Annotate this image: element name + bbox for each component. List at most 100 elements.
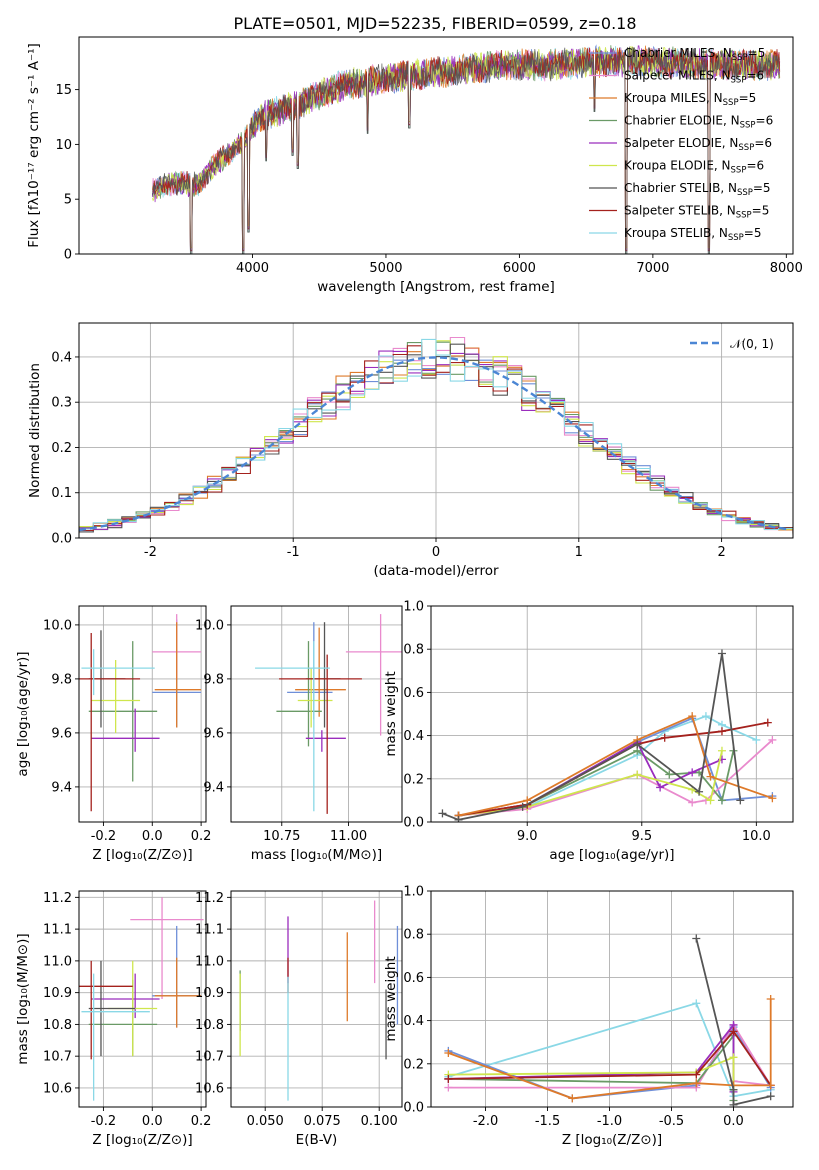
y-tick-label: 15 (55, 83, 72, 98)
axes-frame (230, 605, 403, 823)
y-tick-label: 10.9 (195, 986, 224, 1001)
weight-marker-chabrier-stelib (717, 649, 726, 658)
axes-frame (78, 36, 794, 255)
weight-marker-salpeter-stelib (763, 718, 772, 727)
y-tick-label: 10.6 (195, 1081, 224, 1096)
y-tick-label: 10.7 (195, 1050, 224, 1065)
y-tick-label: 0.8 (403, 643, 424, 658)
y-tick-label: 0.0 (403, 816, 424, 831)
y-tick-label: 0.0 (403, 1101, 424, 1116)
legend-entry-salpeter-miles: Salpeter MILES, NSSP=6 (624, 69, 764, 86)
y-tick-label: 10.9 (43, 986, 72, 1001)
x-tick-label: 0 (432, 545, 440, 560)
plot-area (255, 614, 402, 814)
x-tick-label: 9.5 (631, 829, 652, 844)
x-tick-label: 11.00 (330, 829, 367, 844)
weight-line-kroupa-elodie (458, 750, 723, 817)
x-tick-label: -2.0 (473, 1114, 498, 1129)
plot-area (152, 44, 781, 254)
x-tick-label: 0.2 (191, 1114, 212, 1129)
weight-line-salpeter-miles (458, 739, 774, 817)
legend: Chabrier MILES, NSSP=5 Salpeter MILES, NS… (589, 46, 773, 243)
x-tick-label: 0.2 (191, 829, 212, 844)
y-tick-label: 10.6 (43, 1081, 72, 1096)
weight-line-kroupa-miles (458, 714, 773, 817)
x-tick-label: 6000 (503, 261, 536, 276)
histogram-kroupa-stelib (79, 338, 793, 535)
y-tick-label: 0.6 (403, 686, 424, 701)
chart-mass_vs_z: -0.2 0.0 0.2 10.6 10.7 10.8 10.9 11.0 11.1 11.2 Z … (15, 890, 212, 1148)
weight-marker-chabrier-stelib (438, 809, 447, 818)
weight-marker-salpeter-miles (688, 798, 697, 807)
x-tick-label: 5000 (369, 261, 402, 276)
weight-marker-chabrier-stelib (454, 815, 463, 822)
weight-marker-kroupa-stelib (692, 999, 701, 1008)
weight-line-salpeter-stelib (458, 721, 768, 817)
weight-marker-kroupa-elodie (706, 796, 715, 805)
weight-marker-kroupa-miles (706, 772, 715, 781)
y-tick-label: 10.0 (195, 618, 224, 633)
weight-marker-salpeter-elodie (688, 768, 697, 777)
x-tick-label: -1.0 (597, 1114, 622, 1129)
y-axis-label: mass weight (383, 956, 399, 1041)
y-axis-label: Normed distribution (27, 363, 43, 498)
x-axis-label: mass [log₁₀(M/M⊙)] (251, 847, 382, 863)
weight-marker-chabrier-stelib (692, 934, 701, 943)
weight-marker-chabrier-elodie (717, 796, 726, 805)
x-tick-label: 10.0 (742, 829, 771, 844)
y-axis-label: Flux [fλ10⁻¹⁷ erg cm⁻² s⁻¹ A⁻¹] (26, 43, 42, 248)
legend-entry-kroupa-elodie: Kroupa ELODIE, NSSP=6 (624, 159, 764, 176)
weight-marker-chabrier-stelib (633, 740, 642, 749)
y-tick-label: 10.0 (43, 618, 72, 633)
y-tick-label: 0.4 (51, 350, 72, 365)
y-tick-label: 5 (64, 193, 72, 208)
legend-entry-kroupa-miles: Kroupa MILES, NSSP=5 (624, 91, 756, 108)
weight-marker-chabrier-stelib (729, 1085, 738, 1094)
x-axis-label: Z [log₁₀(Z/Z⊙)] (562, 1132, 662, 1148)
plot-area (444, 934, 775, 1107)
weight-marker-salpeter-stelib (729, 1027, 738, 1036)
legend-entry-salpeter-stelib: Salpeter STELIB, NSSP=5 (624, 204, 769, 221)
weight-marker-kroupa-elodie (729, 1053, 738, 1062)
x-axis-label: Z [log₁₀(Z/Z⊙)] (92, 1132, 192, 1148)
plot-area (79, 614, 202, 812)
weight-marker-kroupa-elodie (717, 746, 726, 755)
y-tick-label: 0.4 (403, 1014, 424, 1029)
weight-marker-salpeter-stelib (660, 733, 669, 742)
y-tick-label: 11.0 (195, 954, 224, 969)
weight-marker-chabrier-stelib (518, 802, 527, 811)
weight-marker-kroupa-miles (766, 995, 775, 1003)
x-tick-label: -1 (287, 545, 300, 560)
axes-frame (78, 890, 207, 1108)
x-axis-label: (data-model)/error (373, 563, 499, 579)
x-tick-label: 2 (717, 545, 725, 560)
axes-frame (78, 605, 207, 823)
x-tick-label: 0.100 (361, 1114, 398, 1129)
spectrum-line-chabrier-stelib (152, 46, 780, 254)
y-tick-label: 1.0 (403, 600, 424, 615)
x-tick-label: 8000 (770, 261, 803, 276)
y-tick-label: 11.2 (43, 891, 72, 906)
weight-marker-salpeter-stelib (444, 1074, 453, 1083)
x-tick-label: 0.050 (247, 1114, 284, 1129)
weight-line-kroupa-elodie (448, 1055, 735, 1090)
y-tick-label: 0.0 (51, 532, 72, 547)
weight-marker-chabrier-elodie (665, 770, 674, 779)
weight-marker-salpeter-stelib (692, 1070, 701, 1079)
x-tick-label: 0.0 (142, 1114, 163, 1129)
x-tick-label: 7000 (636, 261, 669, 276)
weight-line-chabrier-stelib (695, 938, 771, 1106)
x-axis-label: Z [log₁₀(Z/Z⊙)] (92, 847, 192, 863)
y-tick-label: 0.6 (403, 971, 424, 986)
gaussian-curve (79, 356, 791, 532)
weight-marker-kroupa-miles (768, 794, 777, 803)
axes-frame (230, 890, 403, 1108)
y-tick-label: 11.0 (43, 954, 72, 969)
x-tick-label: -2 (144, 545, 157, 560)
x-tick-label: 0.075 (304, 1114, 341, 1129)
weight-marker-kroupa-miles (692, 1079, 701, 1088)
x-tick-label: -0.5 (659, 1114, 684, 1129)
y-tick-label: 0.3 (51, 396, 72, 411)
y-axis-label: mass [log₁₀(M/M⊙)] (15, 933, 31, 1064)
